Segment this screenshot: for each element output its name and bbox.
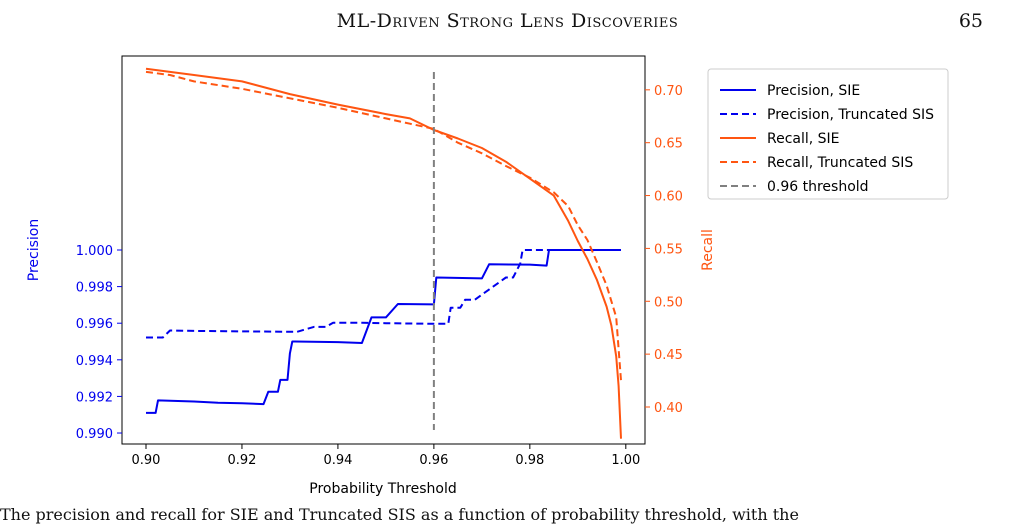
legend: Precision, SIE Precision, Truncated SIS Re… bbox=[707, 68, 949, 200]
precision-recall-chart: 0.90 0.92 0.94 0.96 0.98 1.00 0.990 0.992 0.994… bbox=[26, 55, 949, 497]
recall-tick-label: 0.70 bbox=[654, 84, 683, 99]
page-number: 65 bbox=[958, 10, 983, 32]
precision-tick-label: 0.994 bbox=[76, 354, 113, 369]
recall-sie-line bbox=[145, 67, 622, 439]
series-layer bbox=[145, 67, 622, 439]
recall-tick-label: 0.50 bbox=[654, 295, 683, 310]
precision-axis-label: Precision bbox=[26, 219, 42, 281]
precision-sie-line bbox=[146, 249, 621, 414]
precision-tick-label: 1.000 bbox=[76, 244, 113, 259]
x-tick-label: 0.96 bbox=[419, 453, 448, 468]
x-axis: 0.90 0.92 0.94 0.96 0.98 1.00 bbox=[132, 444, 640, 468]
precision-tick-label: 0.998 bbox=[76, 281, 113, 296]
x-tick-label: 0.92 bbox=[227, 453, 256, 468]
x-tick-label: 0.90 bbox=[132, 453, 161, 468]
x-tick-label: 0.98 bbox=[515, 453, 544, 468]
precision-tick-label: 0.990 bbox=[76, 427, 113, 442]
recall-tick-label: 0.45 bbox=[654, 348, 683, 363]
recall-axis: 0.40 0.45 0.50 0.55 0.60 0.65 0.70 bbox=[645, 84, 683, 416]
legend-label: Precision, Truncated SIS bbox=[767, 107, 934, 123]
legend-label: Recall, Truncated SIS bbox=[767, 155, 913, 171]
recall-tick-label: 0.65 bbox=[654, 137, 683, 152]
precision-tick-label: 0.996 bbox=[76, 317, 113, 332]
x-tick-label: 1.00 bbox=[611, 453, 640, 468]
precision-truncated-sis-line bbox=[146, 249, 621, 339]
legend-label: Precision, SIE bbox=[767, 83, 860, 99]
legend-box bbox=[707, 68, 949, 200]
legend-label: 0.96 threshold bbox=[767, 179, 869, 195]
precision-tick-label: 0.992 bbox=[76, 390, 113, 405]
running-title: ML-Driven Strong Lens Discoveries bbox=[336, 10, 679, 32]
page-header: ML-Driven Strong Lens Discoveries 65 bbox=[0, 0, 1015, 40]
x-axis-label: Probability Threshold bbox=[309, 481, 456, 497]
figure-caption: The precision and recall for SIE and Tru… bbox=[0, 505, 799, 524]
recall-tick-label: 0.40 bbox=[654, 401, 683, 416]
recall-axis-label: Recall bbox=[700, 229, 716, 271]
recall-tick-label: 0.60 bbox=[654, 190, 683, 205]
recall-truncated-sis-line bbox=[145, 70, 622, 381]
recall-tick-label: 0.55 bbox=[654, 242, 683, 257]
precision-axis: 0.990 0.992 0.994 0.996 0.998 1.000 bbox=[76, 244, 122, 442]
legend-label: Recall, SIE bbox=[767, 131, 840, 147]
x-tick-label: 0.94 bbox=[323, 453, 352, 468]
